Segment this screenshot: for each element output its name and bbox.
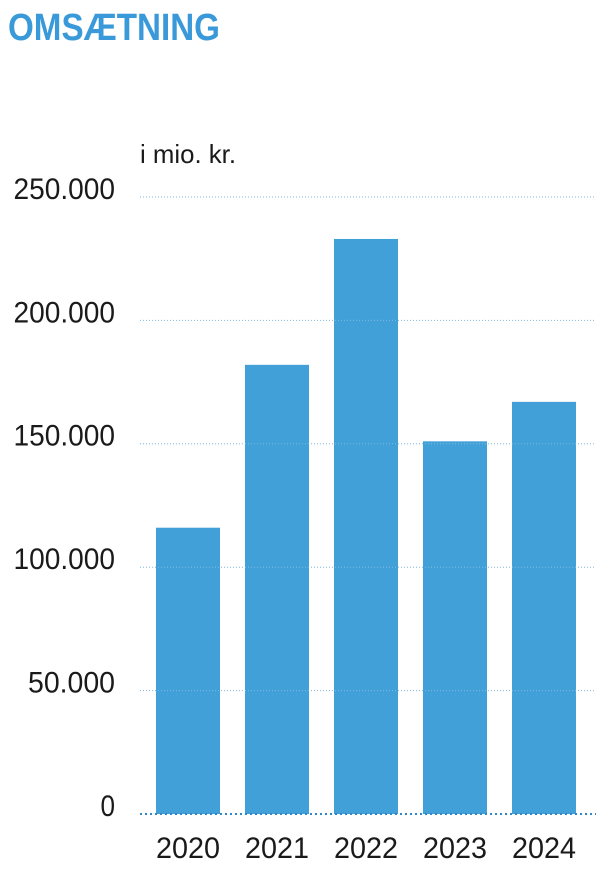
y-axis-label: i mio. kr. [140, 139, 236, 169]
x-tick-label: 2024 [512, 832, 576, 865]
bar [156, 527, 220, 814]
y-tick-label: 200.000 [14, 296, 116, 329]
y-tick-label: 0 [101, 790, 116, 823]
x-tick-label: 2022 [334, 832, 398, 865]
y-tick-label: 100.000 [14, 543, 116, 576]
x-tick-label: 2023 [423, 832, 487, 865]
bar [512, 401, 576, 814]
y-tick-label: 250.000 [14, 173, 116, 206]
y-tick-label: 50.000 [28, 667, 115, 700]
y-tick-label: 150.000 [14, 420, 116, 453]
bar [245, 364, 309, 814]
bar [423, 441, 487, 814]
bar [334, 238, 398, 814]
x-tick-label: 2021 [245, 832, 309, 865]
x-tick-label: 2020 [156, 832, 220, 865]
chart-title: OMSÆTNING [8, 7, 220, 49]
